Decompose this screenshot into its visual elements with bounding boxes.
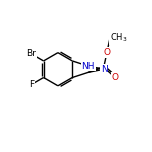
Text: CH$_3$: CH$_3$ [110, 32, 128, 44]
Text: O: O [103, 48, 110, 57]
Text: N: N [101, 65, 108, 74]
Text: Br: Br [26, 49, 36, 58]
Text: NH: NH [81, 62, 95, 71]
Text: O: O [111, 73, 118, 82]
Text: F: F [29, 80, 34, 89]
